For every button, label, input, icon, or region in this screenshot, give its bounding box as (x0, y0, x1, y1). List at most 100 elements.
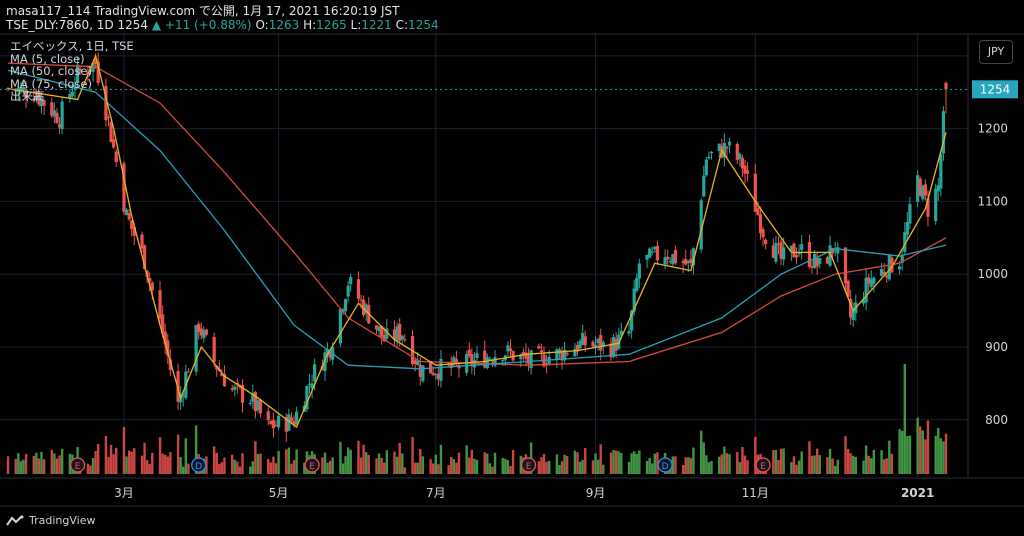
candle-body (849, 298, 853, 318)
legend-ma50[interactable]: MA (50, close) (10, 64, 92, 78)
volume-bar (377, 453, 381, 474)
footer-brand[interactable]: TradingView (6, 514, 95, 527)
candle-body (186, 371, 190, 373)
candle-body (287, 414, 291, 431)
candle-body (127, 213, 131, 220)
candle-body (898, 266, 902, 270)
candle-body (630, 310, 634, 331)
volume-bar (328, 460, 332, 474)
candle-body (130, 220, 134, 229)
earnings-marker (755, 457, 771, 473)
candle-body (398, 323, 402, 341)
volume-bar (254, 441, 257, 474)
last-price-badge (972, 80, 1018, 99)
volume-bar (179, 457, 182, 474)
volume-bar (145, 460, 149, 474)
event-marker-label: E (75, 462, 81, 472)
candle-body (284, 416, 288, 432)
candle-body (55, 112, 59, 124)
candle-body (745, 170, 750, 174)
candle-body (825, 257, 830, 264)
volume-bar (50, 449, 54, 474)
open-value: 1263 (268, 18, 300, 32)
candle-body (266, 411, 270, 420)
candle-body (764, 239, 768, 245)
candle-body (488, 358, 492, 360)
candle-body (364, 304, 368, 314)
candle-body (792, 243, 796, 258)
legend-volume[interactable]: 出来高 (10, 89, 45, 103)
volume-bar (431, 463, 435, 474)
volume-bar (205, 456, 208, 474)
candle-body (434, 374, 438, 376)
candle-body (220, 373, 224, 377)
volume-bar (591, 460, 595, 474)
currency-button[interactable]: JPY (979, 40, 1013, 64)
volume-bar (251, 461, 255, 474)
candle-body (431, 372, 435, 375)
candle-body (122, 163, 126, 212)
volume-bar (398, 442, 401, 474)
candle-body (269, 420, 273, 424)
volume-bar (359, 457, 363, 474)
volume-bar (256, 453, 260, 474)
candle-body (591, 341, 595, 347)
volume-bar (560, 461, 564, 474)
candle-body (666, 256, 670, 260)
candle-body (349, 277, 353, 285)
candle-body (918, 178, 922, 197)
candle-body (774, 242, 778, 262)
volume-bar (833, 465, 837, 474)
candle-body (181, 394, 185, 397)
volume-bar (846, 448, 850, 474)
volume-bar (249, 466, 252, 474)
volume-bar (939, 438, 943, 474)
volume-bar (792, 456, 796, 474)
volume-bar (486, 453, 489, 474)
change-label: ▲ +11 (+0.88%) (151, 18, 252, 32)
volume-bar (37, 458, 41, 474)
volume-bar (648, 457, 651, 474)
chart-header: masa117_114 TradingView.com で公開, 1月 17, … (0, 0, 1024, 32)
volume-bar (653, 453, 657, 474)
volume-bar (689, 458, 693, 474)
candle-body (343, 299, 348, 311)
event-marker-label: D (195, 462, 202, 472)
candle-body (506, 345, 510, 352)
candle-body (908, 204, 912, 224)
volume-bar (475, 459, 479, 474)
candle-body (194, 325, 198, 372)
y-tick-label: 1000 (977, 267, 1008, 281)
candle-body (529, 350, 533, 369)
volume-bar (707, 462, 711, 474)
volume-bar (285, 449, 288, 474)
volume-bar (795, 464, 798, 474)
candle-body (836, 247, 840, 254)
candle-body (738, 153, 742, 159)
volume-bar (161, 453, 164, 474)
candle-body (142, 245, 147, 269)
candle-body (668, 261, 672, 263)
volume-bar (596, 459, 600, 474)
event-marker-label: E (760, 462, 766, 472)
volume-bar (346, 447, 350, 474)
volume-bar (563, 454, 566, 474)
ma75-line (7, 62, 947, 366)
volume-bar (555, 454, 559, 474)
candle-body (501, 360, 505, 362)
legend-ma75[interactable]: MA (75, close) (10, 76, 92, 91)
candle-body (511, 351, 515, 361)
legend-ma5[interactable]: MA (5, close) (10, 51, 85, 66)
candle-body (632, 288, 636, 312)
volume-bar (728, 454, 731, 474)
volume-bar (14, 458, 17, 474)
last-price-label: 1254 (980, 82, 1011, 96)
candle-body (42, 100, 46, 106)
volume-bar (710, 461, 713, 474)
volume-bar (852, 455, 855, 474)
volume-bar (844, 436, 847, 474)
candle-body (163, 331, 167, 345)
candle-body (258, 399, 263, 414)
candle-body (78, 68, 82, 72)
